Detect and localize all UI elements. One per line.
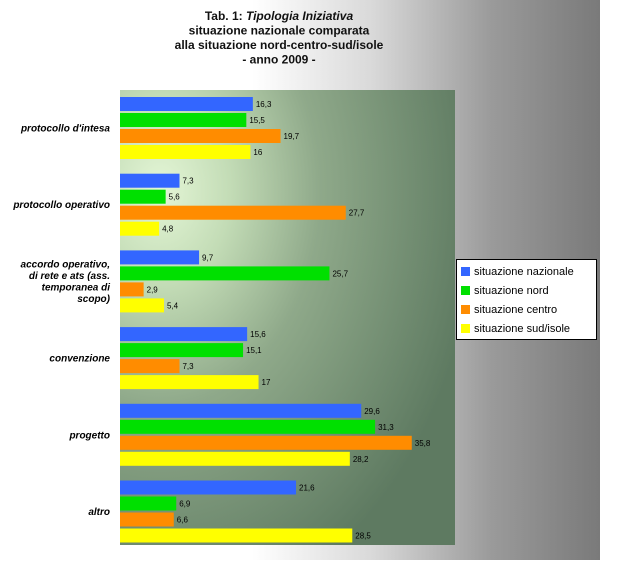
bar [120, 528, 353, 543]
legend-swatch [461, 267, 470, 276]
legend-item: situazione centro [457, 300, 596, 319]
data-label: 5,4 [167, 301, 179, 310]
bar [120, 359, 180, 374]
chart-title-prefix: Tab. 1: [205, 9, 246, 23]
data-label: 27,7 [349, 209, 365, 218]
legend-swatch [461, 324, 470, 333]
data-label: 9,7 [202, 253, 214, 262]
bar [120, 113, 247, 127]
data-label: 6,6 [177, 516, 189, 525]
data-label: 7,3 [182, 177, 194, 186]
bar [120, 419, 376, 434]
chart-title-line: situazione nazionale comparata [189, 24, 370, 38]
bar [120, 266, 330, 281]
legend-item: situazione sud/isole [457, 319, 596, 338]
legend-label: situazione nazionale [474, 265, 574, 278]
category-label: altro [88, 507, 110, 518]
bar [120, 298, 165, 313]
value-labels: 16,315,519,7167,35,627,74,89,725,72,95,4… [147, 100, 431, 541]
category-label: convenzione [49, 354, 110, 365]
chart-title-line: - anno 2009 - [242, 53, 315, 67]
bar [120, 480, 297, 495]
legend: situazione nazionale situazione nord situa… [456, 259, 597, 340]
chart-frame: Tab. 1: Tipologia Iniziativa situazione n… [0, 0, 600, 560]
category-label: progetto [68, 430, 110, 441]
data-label: 35,8 [415, 439, 431, 448]
data-label: 29,6 [364, 407, 380, 416]
category-label: protocollo operativo [12, 200, 110, 211]
bar [120, 375, 259, 390]
data-label: 16,3 [256, 100, 272, 109]
category-label: di rete e ats (ass. [29, 271, 110, 282]
bar [120, 221, 160, 236]
category-label: temporanea di [42, 283, 111, 294]
data-label: 7,3 [182, 362, 194, 371]
data-label: 16 [253, 148, 262, 157]
data-label: 28,5 [355, 532, 371, 541]
bar [120, 343, 244, 358]
bar [120, 327, 248, 342]
category-label: accordo operativo, [21, 260, 110, 271]
bar [120, 189, 166, 204]
legend-label: situazione nord [474, 284, 549, 297]
bar [120, 282, 144, 297]
bar [120, 250, 200, 265]
data-label: 2,9 [147, 285, 159, 294]
legend-item: situazione nazionale [457, 262, 596, 281]
bar [120, 451, 350, 466]
chart-title-line: alla situazione nord-centro-sud/isole [175, 38, 384, 52]
chart-title-italic: Tipologia Iniziativa [246, 9, 353, 23]
bar [120, 512, 174, 527]
data-label: 25,7 [332, 269, 348, 278]
data-label: 5,6 [169, 193, 181, 202]
data-label: 4,8 [162, 225, 174, 234]
bar [120, 496, 177, 511]
chart-title-line: Tab. 1: Tipologia Iniziativa [205, 9, 354, 23]
bar-marks [120, 97, 412, 543]
category-labels: protocollo d'intesa protocollo operativo a… [12, 124, 110, 519]
data-label: 15,5 [249, 116, 265, 125]
category-label: protocollo d'intesa [20, 124, 110, 135]
legend-label: situazione sud/isole [474, 322, 571, 335]
bar [120, 97, 253, 111]
data-label: 17 [262, 378, 271, 387]
data-label: 31,3 [378, 423, 394, 432]
bar [120, 145, 251, 159]
bar [120, 435, 412, 450]
data-label: 15,6 [250, 330, 266, 339]
category-label: scopo) [77, 294, 110, 305]
data-label: 6,9 [179, 500, 191, 509]
data-label: 21,6 [299, 484, 315, 493]
legend-item: situazione nord [457, 281, 596, 300]
bar [120, 403, 362, 418]
data-label: 19,7 [284, 132, 300, 141]
bar [120, 173, 180, 188]
data-label: 28,2 [353, 455, 369, 464]
legend-swatch [461, 305, 470, 314]
legend-label: situazione centro [474, 303, 558, 316]
legend-swatch [461, 286, 470, 295]
bar [120, 205, 346, 220]
plot-area [120, 90, 455, 545]
bar [120, 129, 281, 143]
data-label: 15,1 [246, 346, 262, 355]
